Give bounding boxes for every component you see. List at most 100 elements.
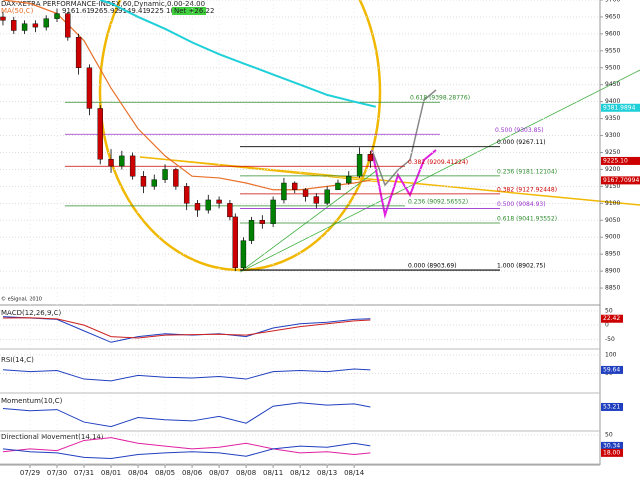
indicator-line — [2, 317, 371, 339]
value-label: 59.64 — [603, 366, 620, 373]
candle-body — [43, 18, 49, 28]
value-label: 22.42 — [603, 315, 620, 322]
candle-body — [11, 20, 17, 31]
candle-body — [346, 176, 352, 184]
y-tick-label: 9350 — [605, 115, 620, 122]
candle-body — [324, 189, 330, 204]
candle-body — [108, 159, 114, 167]
candle-body — [119, 155, 125, 167]
projection — [371, 89, 437, 187]
y-tick-label: 9200 — [605, 166, 620, 173]
indicator-line — [2, 316, 371, 343]
value-box — [601, 365, 623, 374]
y-tick-label: 100 — [605, 352, 617, 359]
candle-body — [140, 176, 147, 187]
y-tick-label: 9250 — [605, 149, 620, 156]
price-label-box — [601, 103, 640, 112]
value-box — [601, 441, 623, 450]
y-tick-label: 9100 — [605, 200, 620, 207]
header-value: 9225.10 — [146, 7, 175, 15]
value-label: 18.00 — [603, 449, 620, 456]
x-tick-label: 08/06 — [182, 469, 203, 477]
header-value: 9149.41 — [118, 7, 147, 15]
price-label: 9225.10 — [603, 157, 628, 164]
x-tick-label: 08/07 — [209, 469, 229, 477]
candle-body — [356, 153, 363, 177]
price-label: 9167.70994 — [603, 177, 639, 184]
candle-body — [97, 108, 103, 160]
y-tick-label: 9450 — [605, 81, 620, 88]
header-value: 9161.61 — [62, 7, 91, 15]
candle-body — [216, 199, 222, 204]
fib-label: 0.618 (9398.28776) — [410, 95, 470, 102]
projection — [371, 149, 437, 219]
candle-body — [205, 199, 211, 211]
candle-body — [183, 186, 190, 204]
value-box — [601, 448, 623, 457]
panel-title: MACD(12,26,9,C) — [1, 309, 62, 317]
y-tick-label: 9050 — [605, 217, 620, 224]
panel-title: Directional Movement(14,14) — [1, 433, 104, 441]
candle-body — [32, 23, 39, 28]
fib-label: 1.000 (8902.75) — [497, 263, 546, 270]
y-tick-label: 8950 — [605, 251, 620, 258]
indicator-line — [2, 368, 371, 382]
candle-body — [281, 182, 287, 201]
trend-line — [139, 156, 640, 206]
candle-body — [335, 182, 341, 190]
candle-body — [227, 203, 233, 218]
candle-body — [194, 203, 201, 211]
candle-body — [302, 189, 309, 197]
y-tick-label: 9700 — [605, 0, 620, 4]
y-tick-label: 8850 — [605, 285, 620, 292]
candle-body — [292, 182, 298, 190]
fib-label: 0.382 (9209.41224) — [408, 159, 468, 166]
candle-body — [65, 13, 71, 38]
y-tick-label: 9300 — [605, 132, 620, 139]
fib-label: 0.236 (9181.12104) — [497, 168, 557, 175]
candle-body — [162, 169, 168, 180]
candle-body — [232, 216, 238, 268]
panel-title: RSI(14,C) — [1, 356, 34, 364]
fib-label: 0.382 (9127.92448) — [497, 186, 557, 193]
trend-line — [139, 156, 381, 183]
fib-label: 0.500 (9303.85) — [495, 127, 544, 134]
candle-body — [240, 240, 247, 268]
candle-body — [21, 23, 28, 31]
candle-body — [173, 169, 179, 187]
candle-body — [75, 37, 82, 68]
candle-body — [259, 220, 266, 224]
indicator-line — [2, 442, 371, 459]
y-tick-label: 50 — [605, 431, 613, 438]
candle-body — [151, 179, 157, 187]
panel-title: Momentum(10,C) — [1, 397, 63, 405]
y-tick-label: 9000 — [605, 234, 620, 241]
price-label-box — [601, 156, 640, 165]
value-label: 30.34 — [603, 442, 620, 449]
value-label: 53.21 — [603, 403, 620, 410]
y-tick-label: 8900 — [605, 268, 620, 275]
candle-body — [129, 155, 136, 177]
candle-body — [248, 220, 255, 241]
y-tick-label: 9150 — [605, 183, 620, 190]
y-tick-label: 9600 — [605, 30, 620, 37]
moving-average — [99, 0, 377, 108]
candle-body — [270, 199, 276, 224]
candle-body — [0, 16, 6, 21]
fib-label: 0.000 (9267.11) — [497, 139, 546, 146]
y-tick-label: -50 — [605, 336, 615, 343]
chart-title: DAX-XETRA PERFORMANCE-INDEX,60,Dynamic,0… — [1, 0, 205, 8]
fib-label: 0.000 (8903.69) — [408, 262, 457, 269]
x-tick-label: 08/04 — [128, 469, 149, 477]
x-tick-label: 08/13 — [317, 469, 337, 477]
value-box — [601, 402, 623, 411]
price-label-box — [601, 176, 640, 185]
x-tick-label: 08/08 — [236, 469, 256, 477]
price-label: 9381.9894 — [603, 104, 636, 111]
y-tick-label: 50 — [605, 307, 613, 314]
y-tick-label: 9400 — [605, 98, 620, 105]
y-tick-label: 9500 — [605, 64, 620, 71]
trend-line — [239, 69, 640, 273]
y-tick-label: 9550 — [605, 47, 620, 54]
